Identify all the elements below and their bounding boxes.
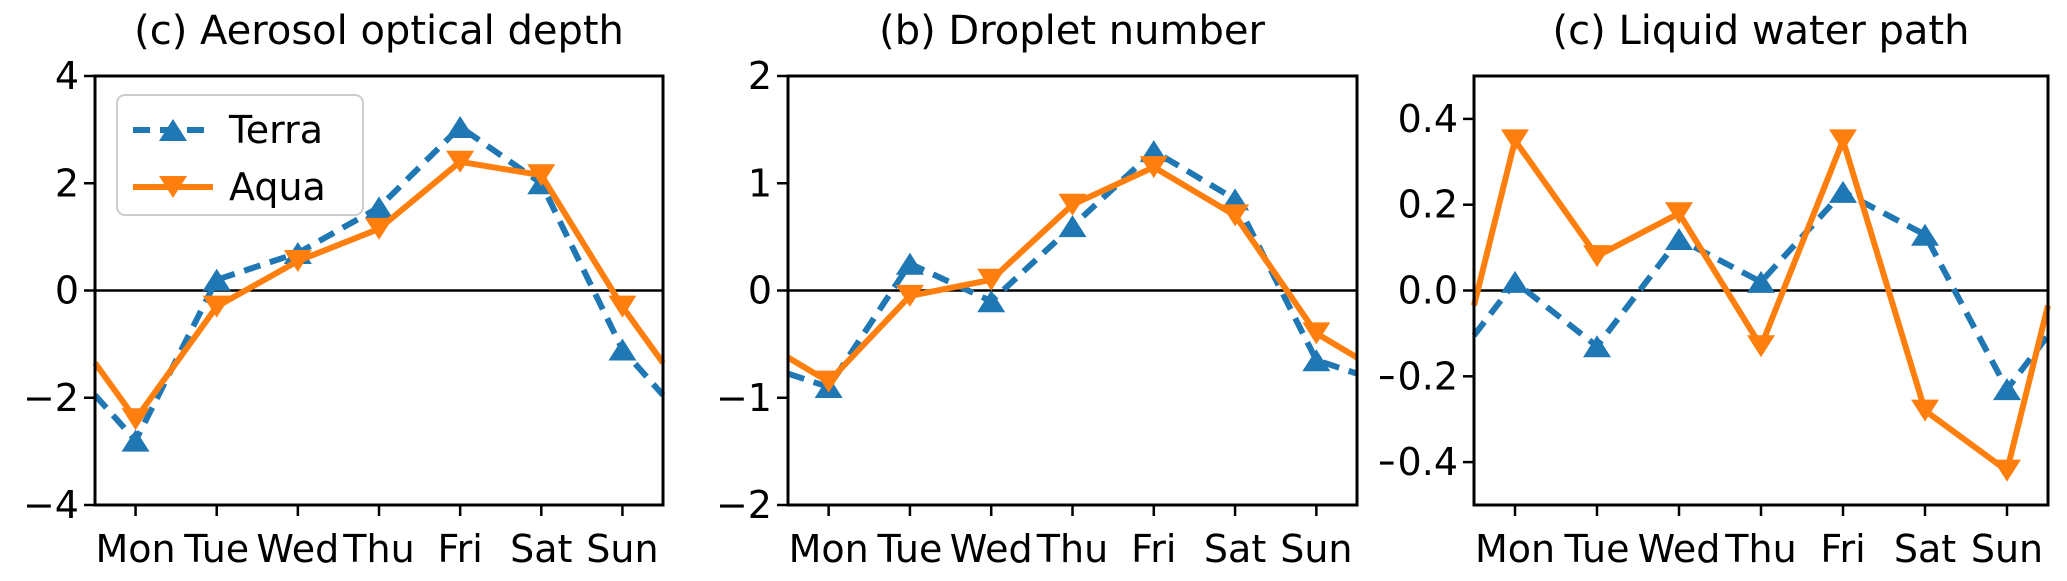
aqua-marker-wed [283, 250, 312, 273]
x-tick-label-thu: Thu [1724, 527, 1796, 571]
terra-marker-fri [446, 115, 475, 138]
x-tick-label-fri: Fri [438, 527, 483, 571]
panel-title: (c) Aerosol optical depth [134, 8, 624, 54]
aqua-marker-sun [1302, 322, 1331, 345]
terra-marker-thu [1747, 270, 1775, 293]
aqua-marker-fri [1829, 129, 1857, 152]
triangle-down-icon [159, 176, 187, 198]
x-tick-label-thu: Thu [342, 527, 414, 571]
chart-panel-liquid-water-path: (c) Liquid water path Mon Tue Wed Thu Fri Sat… [1380, 0, 2067, 581]
aerosol-optical-depth-plot: (c) Aerosol optical depth Mon Tue Wed Thu Fr… [23, 8, 666, 571]
x-tick-label-tue: Tue [876, 527, 942, 571]
terra-marker-tue [1583, 335, 1611, 358]
aqua-marker-sat [527, 164, 556, 187]
x-tick-label-sat: Sat [1204, 527, 1266, 571]
chart-panel-aerosol-optical-depth: (c) Aerosol optical depth Mon Tue Wed Thu Fr… [0, 0, 689, 581]
y-tick-label: 0 [748, 269, 772, 313]
aqua-marker-tue [202, 295, 231, 318]
terra-marker-mon [1501, 270, 1529, 293]
y-tick-label: 0.0 [1398, 269, 1458, 313]
terra-line [1471, 188, 2051, 393]
aqua-marker-fri [1139, 156, 1168, 179]
droplet-number-plot: (b) Droplet number Mon Tue Wed Thu Fri Sat Sun… [716, 8, 1359, 571]
panel-title: (b) Droplet number [879, 8, 1265, 54]
terra-marker-wed [977, 290, 1006, 313]
y-tick-label: −4 [23, 483, 79, 527]
x-tick-label-tue: Tue [1564, 527, 1630, 571]
x-tick-label-mon: Mon [96, 527, 176, 571]
terra-marker-thu [1058, 215, 1087, 238]
y-tick-label: −2 [716, 483, 772, 527]
x-tick-label-wed: Wed [1638, 527, 1721, 571]
aqua-marker-tue [895, 284, 924, 307]
x-tick-label-sat: Sat [1894, 527, 1956, 571]
x-tick-label-mon: Mon [1475, 527, 1555, 571]
x-tick-label-sun: Sun [1280, 527, 1352, 571]
x-tick-label-thu: Thu [1036, 527, 1108, 571]
aqua-marker-fri [446, 150, 475, 173]
aqua-marker-thu [365, 217, 393, 240]
aqua-line [1471, 137, 2051, 474]
aqua-marker-thu [1747, 335, 1775, 358]
x-tick-label-tue: Tue [183, 527, 249, 571]
aqua-marker-sun [1993, 459, 2021, 482]
aqua-marker-mon [121, 408, 150, 431]
terra-marker-mon [121, 429, 150, 452]
legend: Terra Aqua [116, 94, 364, 216]
terra-marker-tue [895, 252, 924, 275]
y-tick-label: 0.2 [1398, 183, 1458, 227]
terra-marker-sun [1302, 349, 1331, 372]
terra-marker-sat [1911, 223, 1939, 246]
legend-label-terra: Terra [228, 108, 323, 152]
x-tick-label-mon: Mon [789, 527, 869, 571]
chart-panel-droplet-number: (b) Droplet number Mon Tue Wed Thu Fri Sat Sun… [689, 0, 1380, 581]
y-tick-label: 4 [55, 54, 79, 98]
x-tick-label-fri: Fri [1820, 527, 1865, 571]
terra-marker-sun [1993, 378, 2021, 401]
y-tick-label: 2 [55, 161, 79, 205]
y-tick-label: −2 [23, 376, 79, 420]
terra-marker-thu [365, 196, 393, 219]
aqua-marker-thu [1058, 193, 1087, 216]
y-tick-label: 0 [55, 269, 79, 313]
terra-marker-tue [202, 268, 231, 291]
triangle-up-icon [159, 119, 187, 141]
aqua-marker-tue [1583, 245, 1611, 268]
legend-label-aqua: Aqua [229, 165, 326, 209]
x-tick-label-sun: Sun [586, 527, 658, 571]
y-tick-label: 2 [748, 54, 772, 98]
plot-area: Mon Tue Wed Thu Fri Sat Sun 4 2 0 −2 −4 [23, 54, 666, 571]
terra-marker-fri [1829, 180, 1857, 203]
x-tick-label-wed: Wed [950, 527, 1033, 571]
x-tick-label-sun: Sun [1971, 527, 2043, 571]
terra-marker-wed [1665, 228, 1693, 251]
liquid-water-path-plot: (c) Liquid water path Mon Tue Wed Thu Fri Sat… [1380, 8, 2051, 571]
y-tick-label: 1 [748, 161, 772, 205]
y-tick-label: −0.2 [1380, 354, 1458, 398]
x-tick-label-wed: Wed [256, 527, 339, 571]
aqua-marker-sat [1221, 204, 1250, 227]
terra-marker-sun [608, 338, 637, 361]
aqua-marker-sun [608, 295, 637, 318]
plot-area: Mon Tue Wed Thu Fri Sat Sun 2 1 0 −1 −2 [716, 54, 1359, 571]
aqua-marker-wed [977, 268, 1006, 291]
plot-area: Mon Tue Wed Thu Fri Sat Sun 0.4 0.2 0.0 −0.2 −0.4 [1380, 74, 2051, 571]
y-tick-label: 0.4 [1398, 97, 1458, 141]
y-tick-label: −0.4 [1380, 440, 1458, 484]
aqua-marker-mon [1501, 129, 1529, 152]
x-tick-label-sat: Sat [510, 527, 572, 571]
y-tick-label: −1 [716, 376, 772, 420]
panel-title: (c) Liquid water path [1553, 8, 1970, 54]
aqua-marker-mon [814, 370, 843, 393]
x-tick-label-fri: Fri [1131, 527, 1176, 571]
aqua-marker-sat [1911, 399, 1939, 422]
aqua-marker-wed [1665, 202, 1693, 225]
